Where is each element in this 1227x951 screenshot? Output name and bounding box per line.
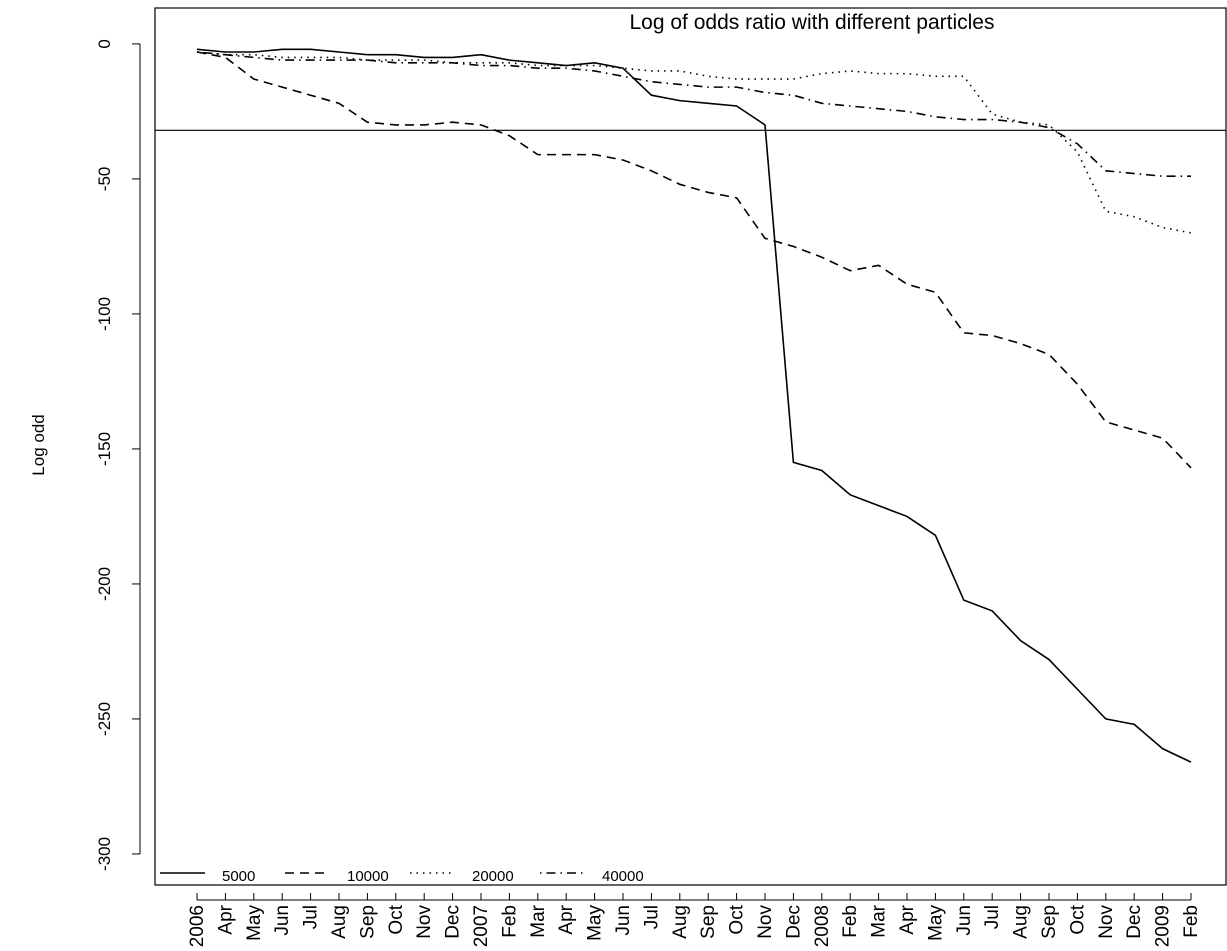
x-tick-label: Aug (670, 905, 691, 939)
x-tick-label: Sep (357, 905, 378, 939)
x-tick-label: Jul (982, 905, 1003, 929)
x-tick-label: Mar (869, 904, 890, 937)
plot-frame (154, 7, 1227, 886)
x-tick-label: Jul (301, 905, 322, 929)
x-tick-label: Apr (897, 904, 918, 934)
series-line (196, 51, 1192, 234)
chart-title: Log of odds ratio with different particl… (630, 11, 995, 34)
y-tick-label: -50 (95, 167, 114, 192)
series-line (196, 51, 1192, 469)
x-tick-label: Oct (386, 904, 407, 934)
x-tick-label: Dec (1124, 905, 1145, 939)
x-tick-label: Nov (414, 905, 435, 939)
x-tick-label: Nov (1096, 905, 1117, 939)
y-tick-label: -300 (95, 837, 114, 871)
x-tick-label: Dec (783, 905, 804, 939)
series-line (196, 51, 1191, 178)
x-tick-label: Aug (329, 905, 350, 939)
x-tick-label: 2008 (812, 905, 833, 947)
y-tick-label: -150 (95, 432, 114, 466)
x-tick-label: Sep (698, 905, 719, 939)
x-tick-label: 2006 (187, 905, 208, 947)
x-tick-label: Oct (727, 904, 748, 934)
x-tick-label: Nov (755, 905, 776, 939)
x-tick-label: Feb (499, 905, 520, 938)
x-tick-label: Apr (215, 904, 236, 934)
x-tick-label: May (585, 905, 606, 941)
x-tick-label: Jun (613, 905, 634, 936)
x-tick-label: Feb (1181, 905, 1202, 938)
x-tick-label: 2007 (471, 905, 492, 947)
x-tick-label: 2009 (1153, 905, 1174, 947)
x-tick-label: Aug (1011, 905, 1032, 939)
legend-label: 40000 (602, 868, 644, 885)
y-tick-label: 0 (95, 39, 114, 48)
legend-label: 20000 (472, 868, 514, 885)
x-tick-label: Jun (954, 905, 975, 936)
y-tick-label: -100 (95, 297, 114, 331)
y-tick-label: -250 (95, 702, 114, 736)
x-tick-label: Feb (840, 905, 861, 938)
x-tick-label: Oct (1067, 904, 1088, 934)
legend-label: 5000 (222, 868, 255, 885)
x-tick-label: Jul (641, 905, 662, 929)
y-axis-label: Log odd (29, 414, 48, 475)
x-tick-label: Dec (443, 905, 464, 939)
y-tick-label: -200 (95, 567, 114, 601)
x-tick-label: Apr (556, 904, 577, 934)
x-tick-label: Mar (528, 904, 549, 937)
series-line (196, 48, 1192, 763)
x-tick-label: Jun (272, 905, 293, 936)
x-tick-label: May (925, 905, 946, 941)
legend-label: 10000 (347, 868, 389, 885)
x-tick-label: Sep (1039, 905, 1060, 939)
x-tick-label: May (244, 905, 265, 941)
